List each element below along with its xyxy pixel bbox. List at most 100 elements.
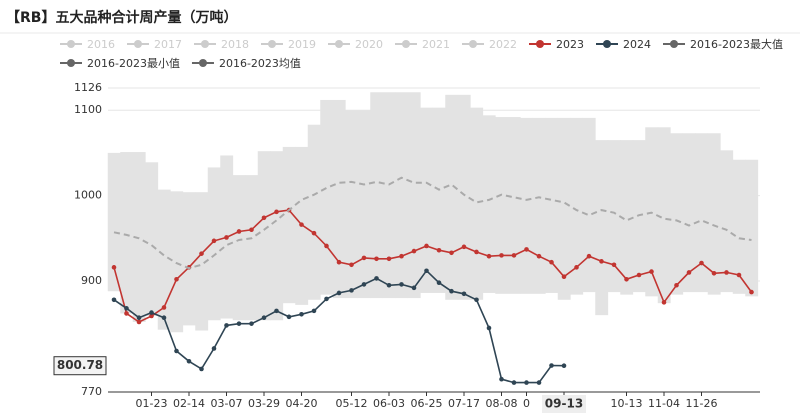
data-point: [449, 250, 454, 256]
data-point: [136, 319, 142, 325]
data-point: [486, 325, 492, 331]
data-point: [124, 311, 129, 316]
x-tick-label: 08-08: [486, 397, 518, 410]
legend-item: 2019: [261, 38, 316, 51]
x-pointer-bg: [542, 395, 586, 413]
x-tick-label: 11-26: [686, 397, 718, 410]
x-tick-label: 02-14: [173, 397, 205, 410]
x-tick-label: 11-04: [648, 397, 680, 410]
y-tick-label: 900: [81, 274, 102, 287]
data-point: [211, 346, 217, 351]
range-band: [170, 191, 184, 333]
data-point: [536, 380, 542, 385]
data-point: [361, 282, 367, 287]
data-point: [724, 270, 729, 275]
x-tick-label: 07-17: [448, 397, 480, 410]
legend-item: 2022: [462, 38, 517, 51]
legend-item: 2016-2023均值: [191, 57, 301, 70]
range-band: [182, 192, 196, 326]
y-pointer-box: [53, 356, 107, 376]
data-point: [361, 255, 367, 261]
legend-item: 2017: [127, 38, 182, 51]
x-tick-label: 0: [523, 397, 530, 410]
range-band: [245, 175, 259, 321]
data-point: [424, 243, 429, 249]
data-point: [624, 276, 629, 282]
legend-item: 2021: [395, 38, 450, 51]
legend-icon-dot: [134, 40, 142, 48]
data-point: [199, 251, 204, 256]
range-band: [457, 94, 471, 300]
range-band: [745, 159, 759, 297]
data-point: [549, 259, 554, 265]
range-band: [545, 117, 559, 293]
data-point: [474, 249, 479, 255]
data-point: [386, 282, 392, 288]
data-point: [299, 311, 304, 317]
data-point: [174, 348, 179, 354]
legend-label: 2017: [154, 38, 182, 51]
range-band: [582, 117, 596, 293]
range-band: [732, 159, 746, 294]
data-point: [611, 262, 617, 268]
data-point: [699, 260, 704, 266]
data-point: [524, 247, 529, 252]
range-band: [195, 192, 209, 331]
x-tick-label: 04-20: [286, 397, 318, 410]
legend-label: 2016-2023最小值: [87, 57, 180, 70]
range-band: [207, 167, 221, 321]
range-band: [345, 110, 359, 299]
data-point: [236, 321, 242, 326]
range-band: [707, 133, 721, 295]
data-point: [461, 291, 467, 297]
data-point: [649, 269, 654, 274]
legend-label: 2021: [422, 38, 450, 51]
data-point: [599, 259, 604, 264]
legend-item: 2016-2023最大值: [663, 37, 783, 51]
data-point: [411, 248, 417, 254]
range-band: [607, 140, 621, 293]
data-point: [511, 380, 517, 385]
series-line: [113, 176, 752, 270]
legend-label: 2023: [556, 38, 584, 51]
range-band: [532, 117, 546, 294]
data-point: [149, 313, 154, 319]
data-point: [186, 358, 192, 364]
range-band: [620, 140, 634, 295]
data-point: [311, 230, 317, 236]
data-point: [674, 282, 679, 288]
range-band: [370, 92, 384, 299]
data-point: [349, 262, 354, 268]
data-point: [374, 276, 379, 281]
legend-label: 2018: [221, 38, 249, 51]
data-point: [249, 227, 254, 233]
data-point: [149, 310, 154, 315]
legend-label: 2016: [87, 38, 115, 51]
data-point: [174, 276, 179, 282]
range-band: [282, 146, 296, 304]
data-point: [474, 297, 479, 303]
range-band: [382, 92, 396, 299]
data-point: [574, 265, 579, 270]
data-point: [261, 215, 267, 221]
legend-icon-dot: [670, 40, 678, 48]
data-point: [561, 274, 567, 280]
range-band: [232, 175, 246, 321]
range-band: [407, 92, 421, 299]
data-point: [411, 285, 417, 291]
x-tick-label: 01-23: [136, 397, 168, 410]
legend-item: 2024: [596, 38, 651, 51]
range-band: [395, 92, 409, 299]
data-point: [236, 229, 242, 234]
range-band: [320, 99, 334, 295]
data-point: [549, 363, 554, 368]
range-band: [657, 127, 671, 304]
legend-item: 2020: [328, 38, 383, 51]
data-point: [274, 209, 279, 215]
range-band: [357, 110, 371, 299]
data-point: [224, 235, 229, 240]
range-band: [682, 133, 696, 293]
data-point: [711, 271, 717, 276]
legend-icon-dot: [402, 40, 410, 48]
range-band: [257, 151, 271, 321]
